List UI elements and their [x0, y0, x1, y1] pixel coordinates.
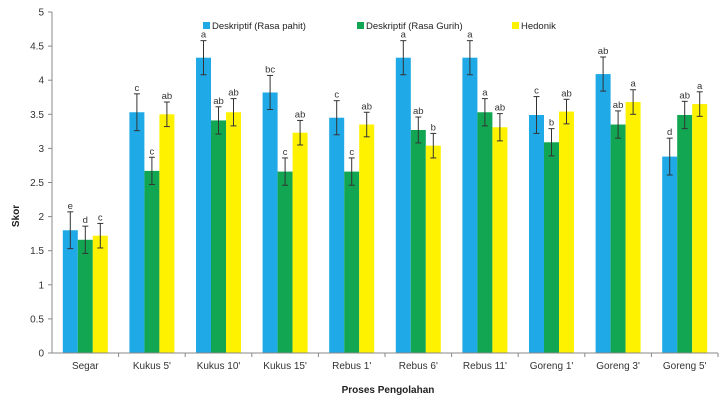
significance-letter: c [98, 212, 103, 223]
y-tick-label: 1 [38, 280, 44, 291]
y-tick-label: 0 [38, 349, 44, 360]
significance-letter: a [482, 88, 488, 99]
bar [344, 171, 360, 353]
bar [395, 57, 411, 353]
bar [425, 145, 441, 353]
significance-letter: ab [213, 96, 224, 107]
legend-label: Deskriptif (Rasa Gurih) [366, 21, 463, 32]
legend-swatch [512, 22, 519, 29]
significance-letter: c [135, 83, 140, 94]
significance-letter: ab [228, 88, 239, 99]
significance-letter: ab [361, 101, 372, 112]
significance-letter: c [534, 86, 539, 97]
bar [692, 104, 708, 353]
significance-letter: ab [679, 90, 690, 101]
bar [359, 124, 375, 353]
significance-letter: c [150, 146, 155, 157]
significance-letter: ab [295, 109, 306, 120]
legend-label: Deskriptif (Rasa pahit) [212, 21, 306, 32]
x-tick-label: Kukus 5' [133, 361, 171, 372]
y-tick-label: 0.5 [30, 314, 44, 325]
x-tick-label: Kukus 15' [263, 361, 307, 372]
y-tick-label: 4 [38, 76, 44, 87]
significance-letter: bc [265, 64, 275, 75]
x-tick-label: Rebus 11' [463, 361, 507, 372]
x-tick-label: Rebus 1' [332, 361, 371, 372]
legend: Deskriptif (Rasa pahit) Deskriptif (Rasa … [203, 21, 556, 32]
y-tick-label: 3.5 [30, 110, 44, 121]
x-tick-label: Segar [72, 361, 99, 372]
significance-letter: ab [495, 103, 506, 114]
significance-letter: a [201, 30, 207, 41]
bar [277, 171, 293, 353]
bar [677, 114, 693, 354]
significance-letter: c [334, 90, 339, 101]
bar [610, 124, 626, 353]
bar [529, 114, 544, 354]
significance-letter: ab [162, 91, 173, 102]
significance-letter: a [697, 81, 703, 92]
x-axis-tick-labels: Segar Kukus 5' Kukus 10' Kukus 15' Rebus 1' R… [72, 353, 719, 372]
legend-label: Hedonik [521, 21, 556, 32]
significance-letter: a [467, 30, 473, 41]
y-tick-label: 4.5 [30, 42, 44, 53]
significance-letter: c [283, 147, 288, 158]
y-axis-ticks: 0 0.5 1 1.5 2 2.5 3 3.5 4 4.5 5 [30, 8, 52, 360]
bar [226, 112, 241, 353]
significance-letter: a [630, 79, 636, 90]
bar [92, 235, 108, 353]
y-axis-title: Skor [11, 205, 22, 227]
bar [211, 120, 226, 353]
y-tick-label: 1.5 [30, 246, 44, 257]
bar [595, 74, 611, 353]
bar [262, 92, 278, 353]
bar [329, 117, 345, 354]
y-tick-label: 5 [38, 8, 44, 19]
bar [662, 156, 678, 353]
bar [77, 239, 93, 353]
x-tick-label: Goreng 1' [530, 361, 574, 372]
bar [159, 114, 175, 353]
legend-swatch [357, 22, 364, 29]
x-tick-label: Goreng 3' [596, 361, 640, 372]
significance-letter: d [667, 127, 672, 138]
significance-letter: a [401, 30, 407, 41]
bar [144, 170, 160, 353]
significance-letter: e [68, 201, 73, 212]
bar [62, 230, 78, 353]
bar-series [62, 57, 708, 354]
significance-letter: ab [598, 46, 609, 57]
significance-letter: ab [413, 106, 424, 117]
y-tick-label: 2.5 [30, 178, 44, 189]
y-tick-label: 3 [38, 144, 44, 155]
x-tick-label: Goreng 5' [663, 361, 707, 372]
x-tick-label: Rebus 6' [399, 361, 438, 372]
error-bars [67, 40, 703, 254]
bar [410, 129, 426, 353]
bar [292, 132, 308, 353]
bar [477, 112, 493, 353]
bar [462, 57, 478, 353]
significance-letter: b [549, 118, 554, 129]
significance-letter: c [349, 147, 354, 158]
significance-letter: ab [561, 88, 572, 99]
bar [129, 112, 145, 353]
bar [625, 102, 641, 353]
significance-letter: d [83, 215, 88, 226]
significance-letter: ab [613, 100, 624, 111]
bar [196, 57, 211, 353]
bar [544, 142, 559, 353]
significance-letters: ed cccabaababbccabccabaabbaaabcbabababada… [68, 30, 703, 227]
y-tick-label: 2 [38, 212, 44, 223]
bar [559, 111, 574, 354]
bar [492, 127, 508, 354]
x-axis-title: Proses Pengolahan [342, 385, 435, 396]
legend-swatch [203, 22, 210, 29]
significance-letter: b [431, 122, 436, 133]
x-tick-label: Kukus 10' [197, 361, 241, 372]
